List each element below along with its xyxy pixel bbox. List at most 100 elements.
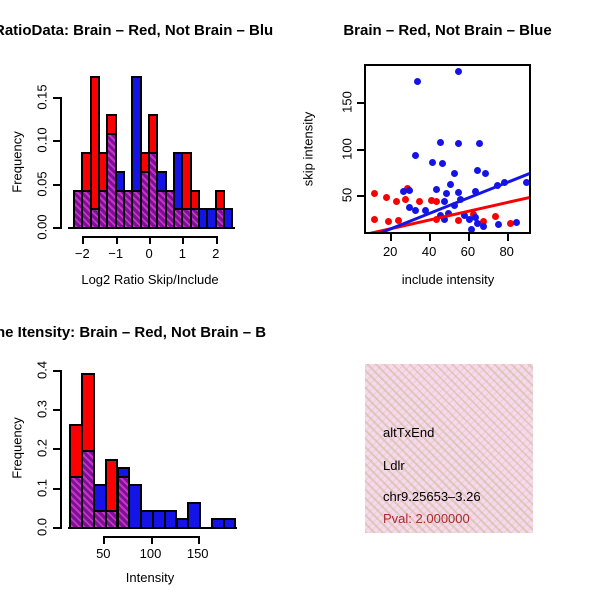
scatter-point	[394, 217, 402, 225]
x-axis-tick	[429, 234, 432, 241]
scatter-point	[476, 139, 483, 147]
y-axis-tick	[53, 448, 61, 451]
hist-bar	[81, 373, 95, 529]
scatter-point	[450, 201, 458, 209]
x-axis-tick	[150, 536, 153, 544]
hist-ratio-xlabel: Log2 Ratio Skip/Include	[81, 272, 219, 287]
y-axis-tick	[53, 369, 61, 372]
scatter-point	[454, 188, 462, 196]
scatter-point	[400, 187, 408, 195]
hist-ratio-title: RatioData: Brain – Red, Not Brain – Blu	[0, 22, 274, 39]
scatter-point	[481, 170, 489, 178]
scatter-point	[454, 139, 462, 147]
scatter-point	[427, 197, 435, 204]
y-tick-label: 150	[339, 91, 355, 113]
scatter-point	[415, 197, 423, 205]
x-tick-label: −2	[74, 246, 90, 261]
x-tick-label: 50	[96, 546, 111, 561]
y-axis-tick	[53, 140, 61, 143]
scatter-point	[382, 194, 390, 202]
scatter-point	[450, 170, 458, 178]
y-axis-tick	[53, 487, 61, 490]
y-tick-label: 0.0	[34, 517, 50, 537]
event-info-box: G7266185@J946078@j_ altTxEnd Ldlr chr9.2…	[365, 364, 533, 533]
y-axis-tick	[53, 183, 61, 186]
x-axis-line	[103, 536, 198, 538]
scatter-point	[466, 215, 474, 223]
y-axis-tick	[357, 194, 364, 197]
hist-ratio-ylabel: Frequency	[9, 131, 25, 193]
genome-location-text: chr9.25653–3.26	[383, 489, 481, 504]
scatter-ylabel: skip intensity	[300, 111, 316, 187]
pval-text: Pval: 2.000000	[383, 511, 470, 526]
scatter-point	[371, 189, 379, 197]
scatter-point	[443, 189, 450, 197]
scatter-point	[446, 181, 454, 189]
y-tick-label: 0.00	[34, 214, 50, 240]
scatter-point	[512, 219, 520, 227]
scatter-point	[474, 167, 482, 175]
scatter-point	[371, 215, 379, 223]
y-tick-label: 0.05	[34, 171, 50, 197]
x-tick-label: 0	[145, 246, 153, 261]
scatter-point	[433, 185, 441, 193]
x-axis-tick	[390, 234, 393, 241]
scatter-point	[406, 186, 414, 194]
y-tick-label: 0.3	[34, 400, 50, 419]
scatter-point	[479, 218, 487, 226]
x-tick-label: 100	[139, 546, 162, 561]
scatter-point	[472, 213, 480, 221]
y-axis-tick	[53, 97, 61, 100]
x-tick-label: −1	[108, 246, 124, 261]
y-axis-tick	[53, 227, 61, 229]
y-axis-line	[60, 97, 62, 229]
gene-name-text: Ldlr	[383, 458, 405, 473]
scatter-point	[454, 216, 462, 224]
x-tick-label: 1	[178, 246, 187, 261]
x-tick-label: 40	[421, 244, 437, 259]
event-type-text: altTxEnd	[383, 425, 435, 440]
scatter-point	[474, 220, 482, 228]
scatter-point	[522, 179, 529, 187]
x-axis-tick	[149, 236, 152, 244]
scatter-point	[413, 78, 421, 86]
x-axis-tick	[82, 236, 85, 244]
scatter-xlabel: include intensity	[401, 272, 495, 287]
scatter-point	[402, 196, 410, 204]
y-axis-tick	[357, 102, 364, 105]
scatter-point	[437, 138, 445, 146]
hist-baseline	[68, 527, 237, 529]
scatter-point	[479, 223, 487, 230]
y-tick-label: 0.10	[34, 127, 50, 154]
scatter-point	[406, 203, 414, 211]
scatter-point	[392, 197, 400, 205]
scatter-point	[507, 220, 515, 228]
y-axis-line	[60, 369, 62, 529]
hist-baseline	[68, 227, 235, 229]
scatter-point	[491, 212, 499, 220]
y-tick-label: 50	[339, 187, 355, 203]
y-tick-label: 100	[339, 137, 355, 160]
x-axis-tick	[182, 236, 185, 244]
x-tick-label: 150	[186, 546, 209, 561]
x-axis-tick	[103, 536, 106, 544]
hist-intensity-xlabel: Intensity	[125, 570, 175, 585]
scatter-point	[454, 68, 462, 75]
y-tick-label: 0.2	[34, 439, 50, 458]
x-axis-tick	[197, 536, 200, 544]
scatter-point	[495, 221, 503, 229]
hist-intensity-ylabel: Frequency	[9, 417, 25, 479]
y-tick-label: 0.15	[34, 84, 50, 110]
scatter-point	[412, 151, 419, 159]
x-axis-line	[82, 236, 216, 238]
scatter-point	[468, 225, 476, 232]
scatter-point	[384, 218, 392, 226]
scatter-point	[421, 207, 429, 215]
x-tick-label: 80	[499, 244, 514, 259]
x-axis-tick	[115, 236, 118, 244]
x-axis-tick	[506, 234, 509, 241]
scatter-point	[439, 159, 447, 167]
x-axis-tick	[215, 236, 218, 244]
x-tick-label: 2	[212, 246, 220, 261]
